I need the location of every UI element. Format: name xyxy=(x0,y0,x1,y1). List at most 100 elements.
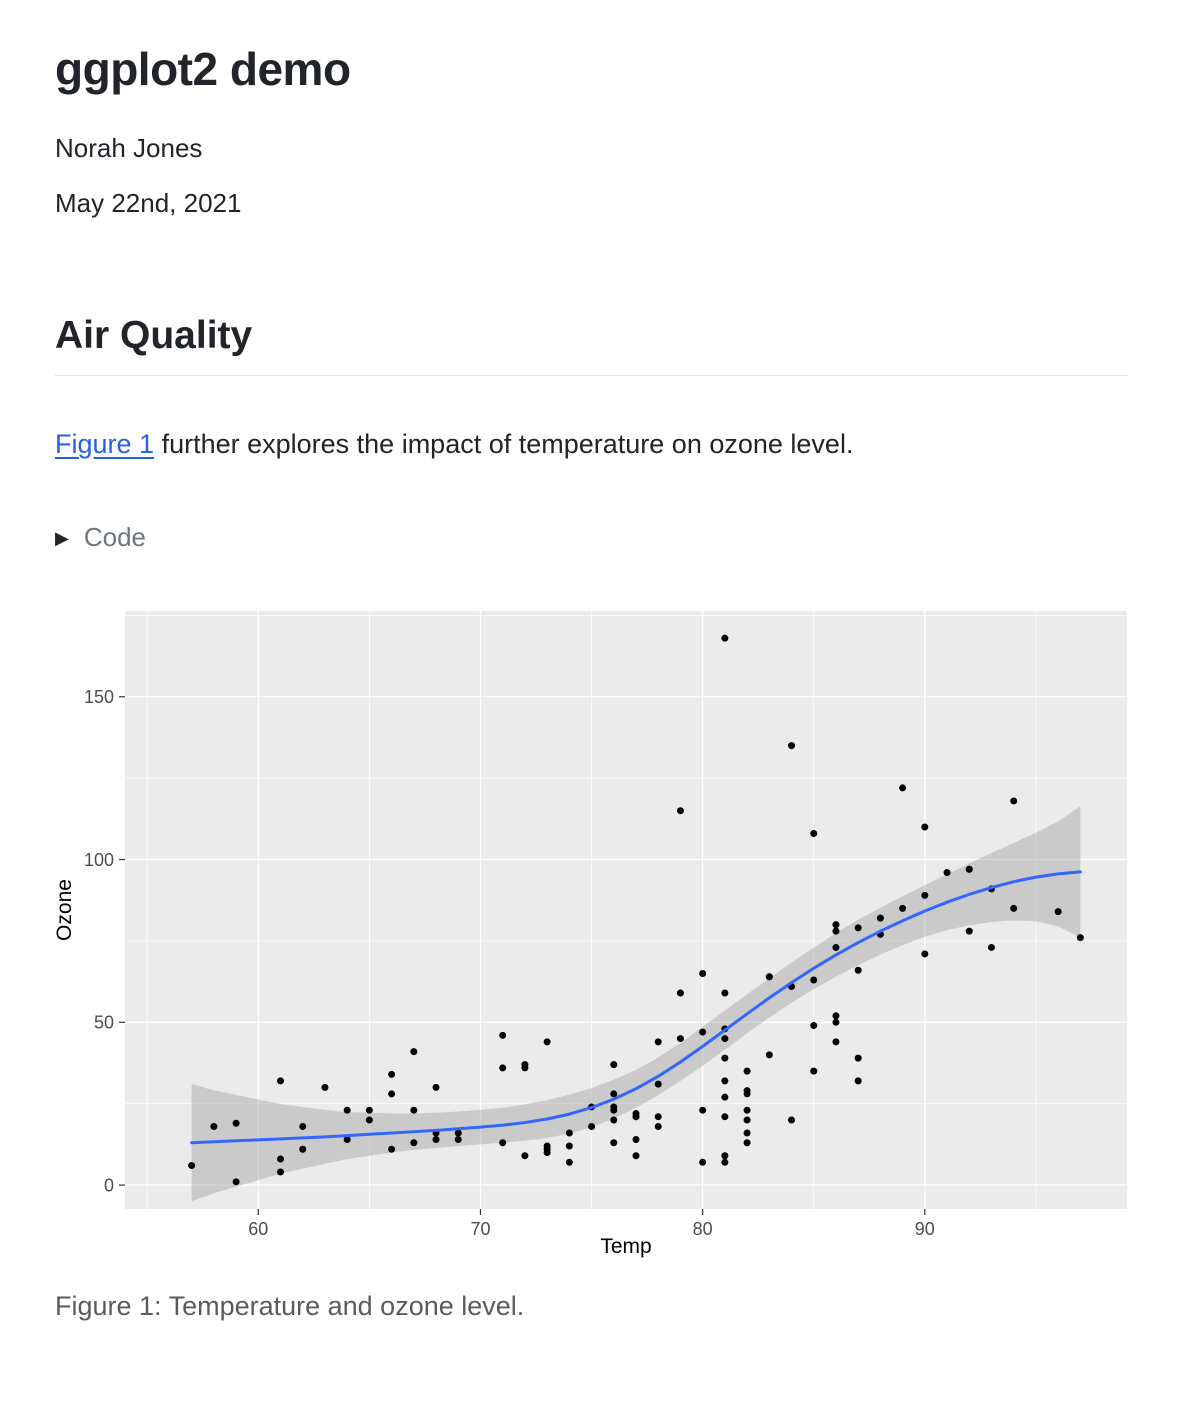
data-point xyxy=(854,924,862,932)
data-point xyxy=(654,1113,662,1121)
data-point xyxy=(899,905,907,913)
data-point xyxy=(1076,934,1084,942)
x-tick-label: 70 xyxy=(470,1219,490,1239)
data-point xyxy=(543,1038,551,1046)
data-point xyxy=(521,1061,529,1069)
data-point xyxy=(499,1064,507,1072)
data-point xyxy=(810,1067,818,1075)
disclosure-triangle-icon: ▶ xyxy=(55,527,69,548)
data-point xyxy=(965,927,973,935)
data-point xyxy=(388,1071,396,1079)
data-point xyxy=(743,1116,751,1124)
data-point xyxy=(499,1139,507,1147)
data-point xyxy=(521,1152,529,1160)
data-point xyxy=(876,914,884,922)
data-point xyxy=(454,1136,462,1144)
data-point xyxy=(721,1093,729,1101)
data-point xyxy=(632,1136,640,1144)
author: Norah Jones xyxy=(55,132,203,163)
data-point xyxy=(432,1136,440,1144)
data-point xyxy=(743,1067,751,1075)
data-point xyxy=(721,1113,729,1121)
data-point xyxy=(987,944,995,952)
data-point xyxy=(610,1116,618,1124)
data-point xyxy=(632,1152,640,1160)
data-point xyxy=(610,1103,618,1111)
data-point xyxy=(365,1116,373,1124)
data-point xyxy=(721,1159,729,1167)
document: ggplot2 demo Norah Jones May 22nd, 2021 … xyxy=(55,43,1128,1322)
data-point xyxy=(654,1038,662,1046)
y-tick-label: 100 xyxy=(84,850,114,870)
section-heading: Air Quality xyxy=(55,314,1128,377)
data-point xyxy=(921,823,929,831)
x-tick-label: 60 xyxy=(248,1219,268,1239)
data-point xyxy=(388,1146,396,1154)
y-tick-label: 150 xyxy=(84,687,114,707)
data-point xyxy=(788,742,796,750)
data-point xyxy=(699,1106,707,1114)
figure: 60 70 80 90 0 50 100 150 Temp Ozone Figure 1: Tem… xyxy=(55,601,1128,1322)
data-point xyxy=(721,634,729,642)
data-point xyxy=(543,1142,551,1150)
data-point xyxy=(1010,797,1018,805)
data-point xyxy=(721,989,729,997)
data-point xyxy=(721,1152,729,1160)
data-point xyxy=(277,1155,285,1163)
data-point xyxy=(899,784,907,792)
data-point xyxy=(810,830,818,838)
data-point xyxy=(299,1123,307,1131)
data-point xyxy=(832,944,840,952)
data-point xyxy=(1010,905,1018,913)
date: May 22nd, 2021 xyxy=(55,187,242,218)
y-tick-label: 0 xyxy=(104,1176,114,1196)
chart-svg: 60 70 80 90 0 50 100 150 Temp Ozone xyxy=(55,611,1127,1258)
data-point xyxy=(588,1123,596,1131)
data-point xyxy=(788,1116,796,1124)
plot-panel xyxy=(125,611,1127,1210)
data-point xyxy=(277,1168,285,1176)
data-point xyxy=(654,1123,662,1131)
data-point xyxy=(565,1159,573,1167)
data-point xyxy=(765,1051,773,1059)
code-label: Code xyxy=(83,522,146,553)
data-point xyxy=(454,1129,462,1137)
data-point xyxy=(343,1136,351,1144)
data-point xyxy=(743,1090,751,1098)
data-point xyxy=(721,1077,729,1085)
data-point xyxy=(854,1054,862,1062)
data-point xyxy=(365,1106,373,1114)
data-point xyxy=(632,1113,640,1121)
data-point xyxy=(699,970,707,978)
data-point xyxy=(743,1139,751,1147)
data-point xyxy=(810,1022,818,1030)
data-point xyxy=(610,1090,618,1098)
data-point xyxy=(765,973,773,981)
data-point xyxy=(321,1084,329,1092)
data-point xyxy=(277,1077,285,1085)
code-disclosure[interactable]: ▶ Code xyxy=(55,522,1128,553)
page-title: ggplot2 demo xyxy=(55,43,351,95)
data-point xyxy=(543,1149,551,1157)
data-point xyxy=(232,1120,240,1128)
data-point xyxy=(1054,908,1062,916)
data-point xyxy=(410,1106,418,1114)
data-point xyxy=(654,1080,662,1088)
data-point xyxy=(676,989,684,997)
ozone-temp-chart: 60 70 80 90 0 50 100 150 Temp Ozone xyxy=(55,601,1128,1261)
y-tick-label: 50 xyxy=(94,1013,114,1033)
figure-caption: Figure 1: Temperature and ozone level. xyxy=(55,1291,525,1322)
smooth-line xyxy=(190,870,1082,1145)
data-point xyxy=(832,921,840,929)
data-point xyxy=(743,1129,751,1137)
figure-link[interactable]: Figure 1 xyxy=(55,429,155,460)
data-point xyxy=(343,1106,351,1114)
data-point xyxy=(832,1012,840,1020)
y-axis-title: Ozone xyxy=(55,879,76,941)
data-point xyxy=(832,927,840,935)
data-point xyxy=(565,1129,573,1137)
data-point xyxy=(188,1162,196,1170)
data-point xyxy=(676,807,684,815)
x-tick-label: 90 xyxy=(915,1219,935,1239)
data-point xyxy=(721,1054,729,1062)
